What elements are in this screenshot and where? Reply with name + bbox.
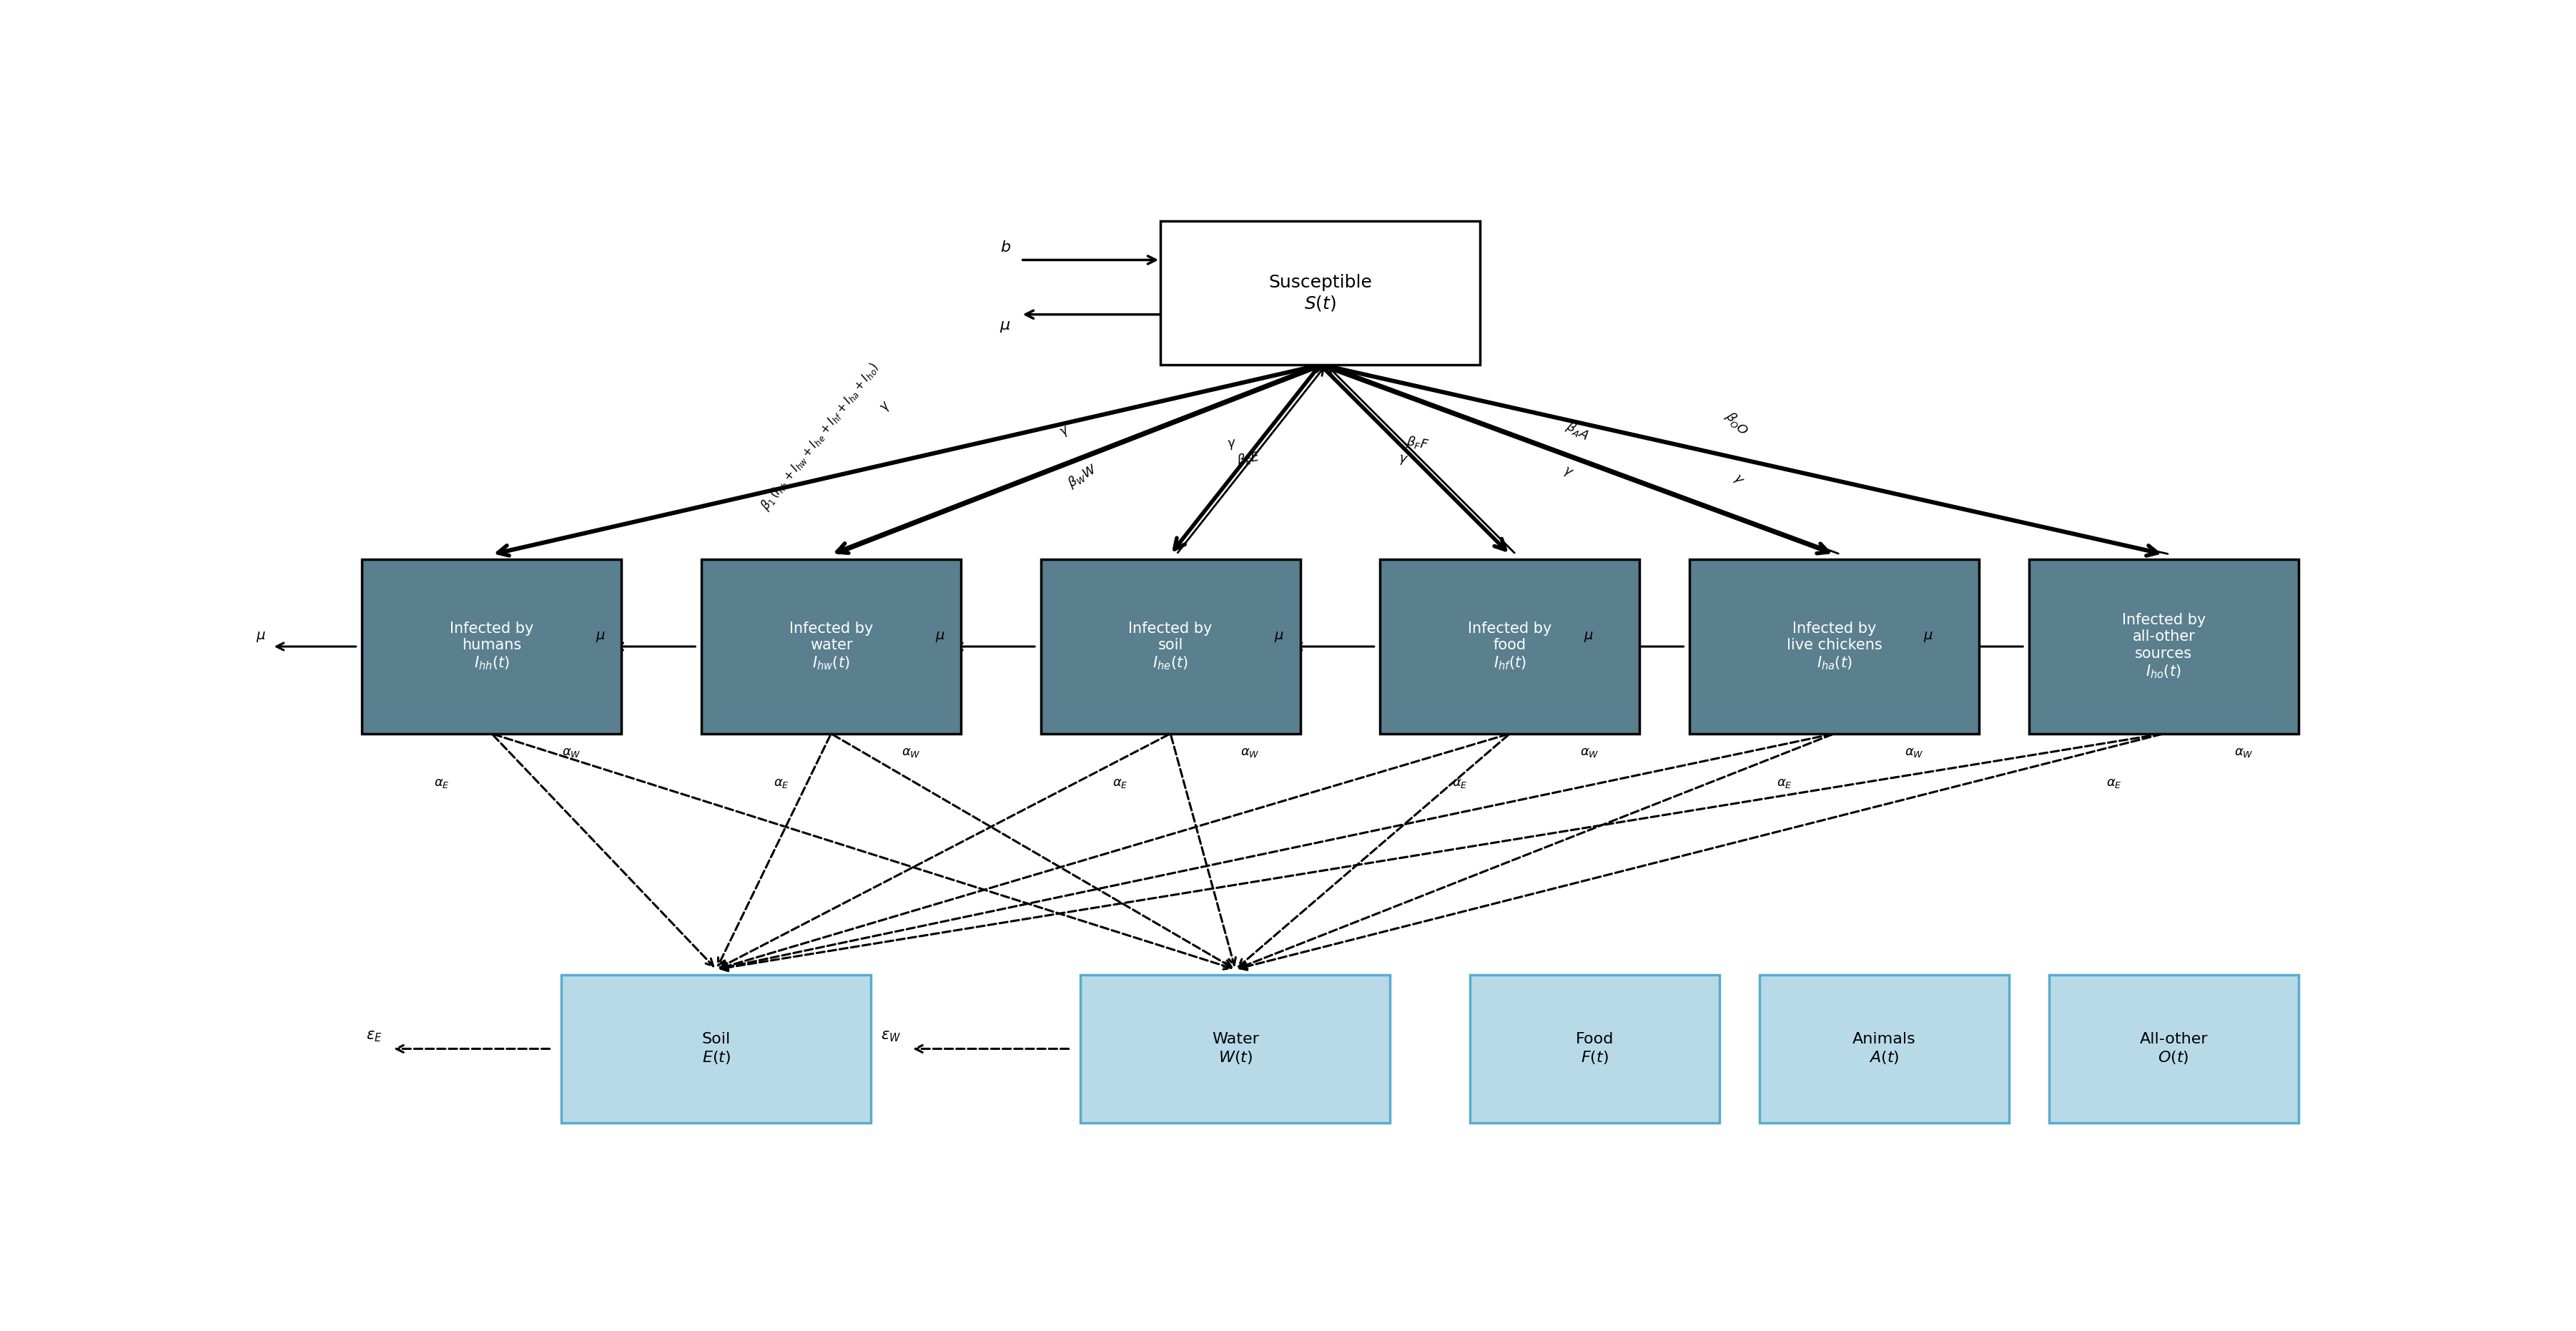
Text: $\alpha_E$: $\alpha_E$ xyxy=(773,777,788,789)
FancyBboxPatch shape xyxy=(1041,559,1301,733)
Text: $\mu$: $\mu$ xyxy=(1924,630,1932,643)
Text: $\alpha_W$: $\alpha_W$ xyxy=(562,745,582,759)
Text: Water
$W(t)$: Water $W(t)$ xyxy=(1211,1032,1260,1065)
FancyBboxPatch shape xyxy=(701,559,961,733)
Text: $\beta_F F$: $\beta_F F$ xyxy=(1404,434,1430,454)
Text: $\alpha_E$: $\alpha_E$ xyxy=(1777,777,1793,789)
Text: $\beta_1\,(I_{hh}+I_{hw}+I_{he}+I_{hf}+I_{ha}+I_{ho})$: $\beta_1\,(I_{hh}+I_{hw}+I_{he}+I_{hf}+I… xyxy=(757,359,884,514)
Text: $\gamma$: $\gamma$ xyxy=(1059,423,1072,439)
Text: $\mu$: $\mu$ xyxy=(1584,630,1595,643)
FancyBboxPatch shape xyxy=(1759,974,2009,1123)
Text: $\alpha_W$: $\alpha_W$ xyxy=(1904,745,1924,759)
Text: Infected by
all-other
sources
$I_{ho}(t)$: Infected by all-other sources $I_{ho}(t)… xyxy=(2123,614,2205,680)
FancyBboxPatch shape xyxy=(1381,559,1641,733)
Text: $\beta_W W$: $\beta_W W$ xyxy=(1064,461,1100,491)
Text: $\mu$: $\mu$ xyxy=(935,630,945,643)
Text: $\gamma$: $\gamma$ xyxy=(1226,438,1236,453)
Text: $\mu$: $\mu$ xyxy=(1275,630,1285,643)
Text: All-other
$O(t)$: All-other $O(t)$ xyxy=(2141,1032,2208,1065)
Text: $\mu$: $\mu$ xyxy=(999,319,1010,334)
FancyBboxPatch shape xyxy=(361,559,621,733)
Text: $\alpha_W$: $\alpha_W$ xyxy=(1242,745,1260,759)
Text: $\gamma$: $\gamma$ xyxy=(1561,465,1574,480)
FancyBboxPatch shape xyxy=(2048,974,2298,1123)
Text: $\beta_O O$: $\beta_O O$ xyxy=(1721,409,1752,439)
FancyBboxPatch shape xyxy=(2030,559,2298,733)
Text: $\mu$: $\mu$ xyxy=(595,630,605,643)
Text: $\alpha_E$: $\alpha_E$ xyxy=(433,777,451,789)
Text: $b$: $b$ xyxy=(999,241,1010,254)
Text: Infected by
food
$I_{hf}(t)$: Infected by food $I_{hf}(t)$ xyxy=(1468,622,1551,672)
Text: Infected by
live chickens
$I_{ha}(t)$: Infected by live chickens $I_{ha}(t)$ xyxy=(1788,622,1883,672)
FancyBboxPatch shape xyxy=(1471,974,1721,1123)
Text: Infected by
humans
$I_{hh}(t)$: Infected by humans $I_{hh}(t)$ xyxy=(451,622,533,672)
Text: $\epsilon_E$: $\epsilon_E$ xyxy=(366,1029,381,1044)
Text: Food
$F(t)$: Food $F(t)$ xyxy=(1577,1032,1613,1065)
Text: $\mu$: $\mu$ xyxy=(255,630,265,643)
FancyBboxPatch shape xyxy=(562,974,871,1123)
Text: $\alpha_W$: $\alpha_W$ xyxy=(902,745,920,759)
Text: $\alpha_W$: $\alpha_W$ xyxy=(1579,745,1600,759)
FancyBboxPatch shape xyxy=(1162,221,1479,365)
Text: $\beta_E E$: $\beta_E E$ xyxy=(1236,449,1262,469)
Text: Infected by
water
$I_{hw}(t)$: Infected by water $I_{hw}(t)$ xyxy=(788,622,873,672)
Text: $\gamma$: $\gamma$ xyxy=(1728,473,1747,487)
Text: $\alpha_E$: $\alpha_E$ xyxy=(1453,777,1468,789)
Text: $\beta_A A$: $\beta_A A$ xyxy=(1564,418,1592,445)
Text: $\gamma$: $\gamma$ xyxy=(1396,453,1409,467)
Text: Animals
$A(t)$: Animals $A(t)$ xyxy=(1852,1032,1917,1065)
Text: $\alpha_E$: $\alpha_E$ xyxy=(1113,777,1128,789)
Text: $\gamma$: $\gamma$ xyxy=(878,399,894,415)
Text: Infected by
soil
$I_{he}(t)$: Infected by soil $I_{he}(t)$ xyxy=(1128,622,1213,672)
Text: $\alpha_W$: $\alpha_W$ xyxy=(2233,745,2254,759)
FancyBboxPatch shape xyxy=(1690,559,1978,733)
Text: Soil
$E(t)$: Soil $E(t)$ xyxy=(701,1032,732,1065)
Text: $\alpha_E$: $\alpha_E$ xyxy=(2107,777,2123,789)
Text: Susceptible
$S(t)$: Susceptible $S(t)$ xyxy=(1267,274,1373,313)
Text: $\epsilon_W$: $\epsilon_W$ xyxy=(881,1029,902,1044)
FancyBboxPatch shape xyxy=(1082,974,1391,1123)
